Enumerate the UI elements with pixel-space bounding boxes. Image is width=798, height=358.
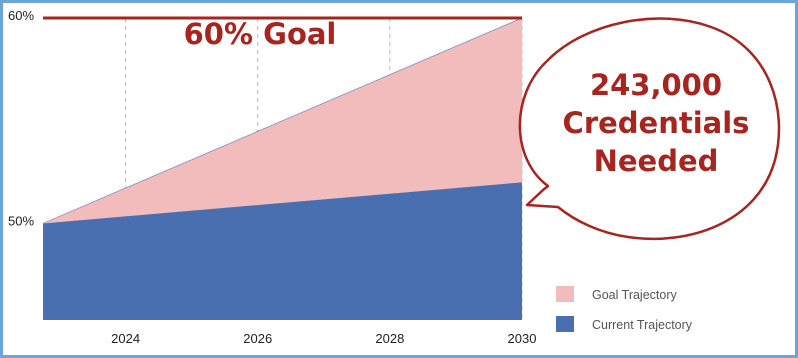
legend-label-goal: Goal Trajectory (592, 288, 678, 302)
x-axis-ticks: 2024 2026 2028 2030 (111, 331, 536, 346)
chart-title: 60% Goal (184, 17, 337, 51)
callout-line-2: Credentials (563, 106, 750, 140)
x-tick-label-2026: 2026 (243, 331, 272, 346)
goal-trajectory-edge (42, 17, 523, 224)
area-series (42, 17, 523, 320)
legend-label-current: Current Trajectory (592, 318, 693, 332)
legend-swatch-goal (556, 286, 574, 302)
callout-line-1: 243,000 (590, 68, 722, 102)
area-current-trajectory (43, 182, 522, 320)
legend-swatch-current (556, 316, 574, 332)
y-axis-ticks: 50% 60% (8, 8, 34, 228)
y-tick-label-50pct: 50% (8, 213, 34, 228)
y-tick-label-60pct: 60% (8, 8, 34, 23)
callout-line-3: Needed (594, 144, 719, 178)
x-tick-label-2024: 2024 (111, 331, 140, 346)
legend: Goal Trajectory Current Trajectory (556, 286, 693, 332)
x-tick-label-2030: 2030 (508, 331, 537, 346)
x-tick-label-2028: 2028 (375, 331, 404, 346)
callout-shape (518, 17, 781, 241)
callout-bubble: 243,000 Credentials Needed (518, 17, 781, 241)
